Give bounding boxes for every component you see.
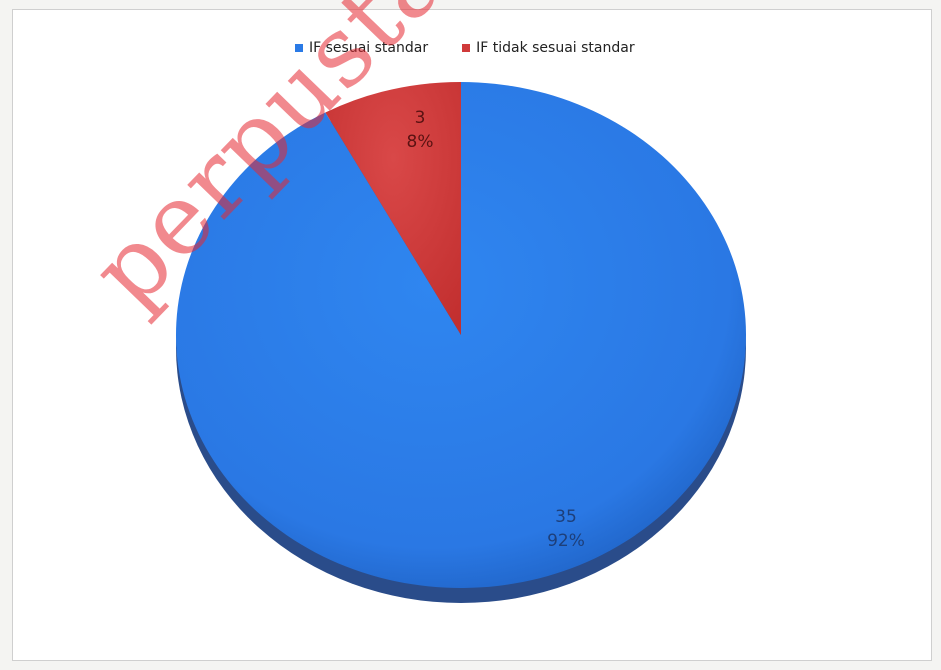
pie-slice-sesuai — [175, 82, 747, 588]
legend-label-tidak-sesuai: IF tidak sesuai standar — [476, 40, 635, 56]
legend: IF sesuai standar IF tidak sesuai standa… — [295, 40, 635, 56]
legend-swatch-blue — [295, 44, 303, 52]
slice-value-tidak-sesuai: 3 — [415, 108, 426, 128]
legend-swatch-red — [462, 44, 471, 52]
slice-value-sesuai: 35 — [555, 507, 577, 527]
legend-item-tidak-sesuai: IF tidak sesuai standar — [462, 40, 635, 56]
slice-percent-sesuai: 92% — [547, 531, 585, 551]
legend-item-sesuai: IF sesuai standar — [295, 40, 428, 56]
slice-percent-tidak-sesuai: 8% — [407, 132, 434, 152]
legend-label-sesuai: IF sesuai standar — [309, 40, 429, 56]
pie-slice-tidak-sesuai — [325, 82, 461, 335]
